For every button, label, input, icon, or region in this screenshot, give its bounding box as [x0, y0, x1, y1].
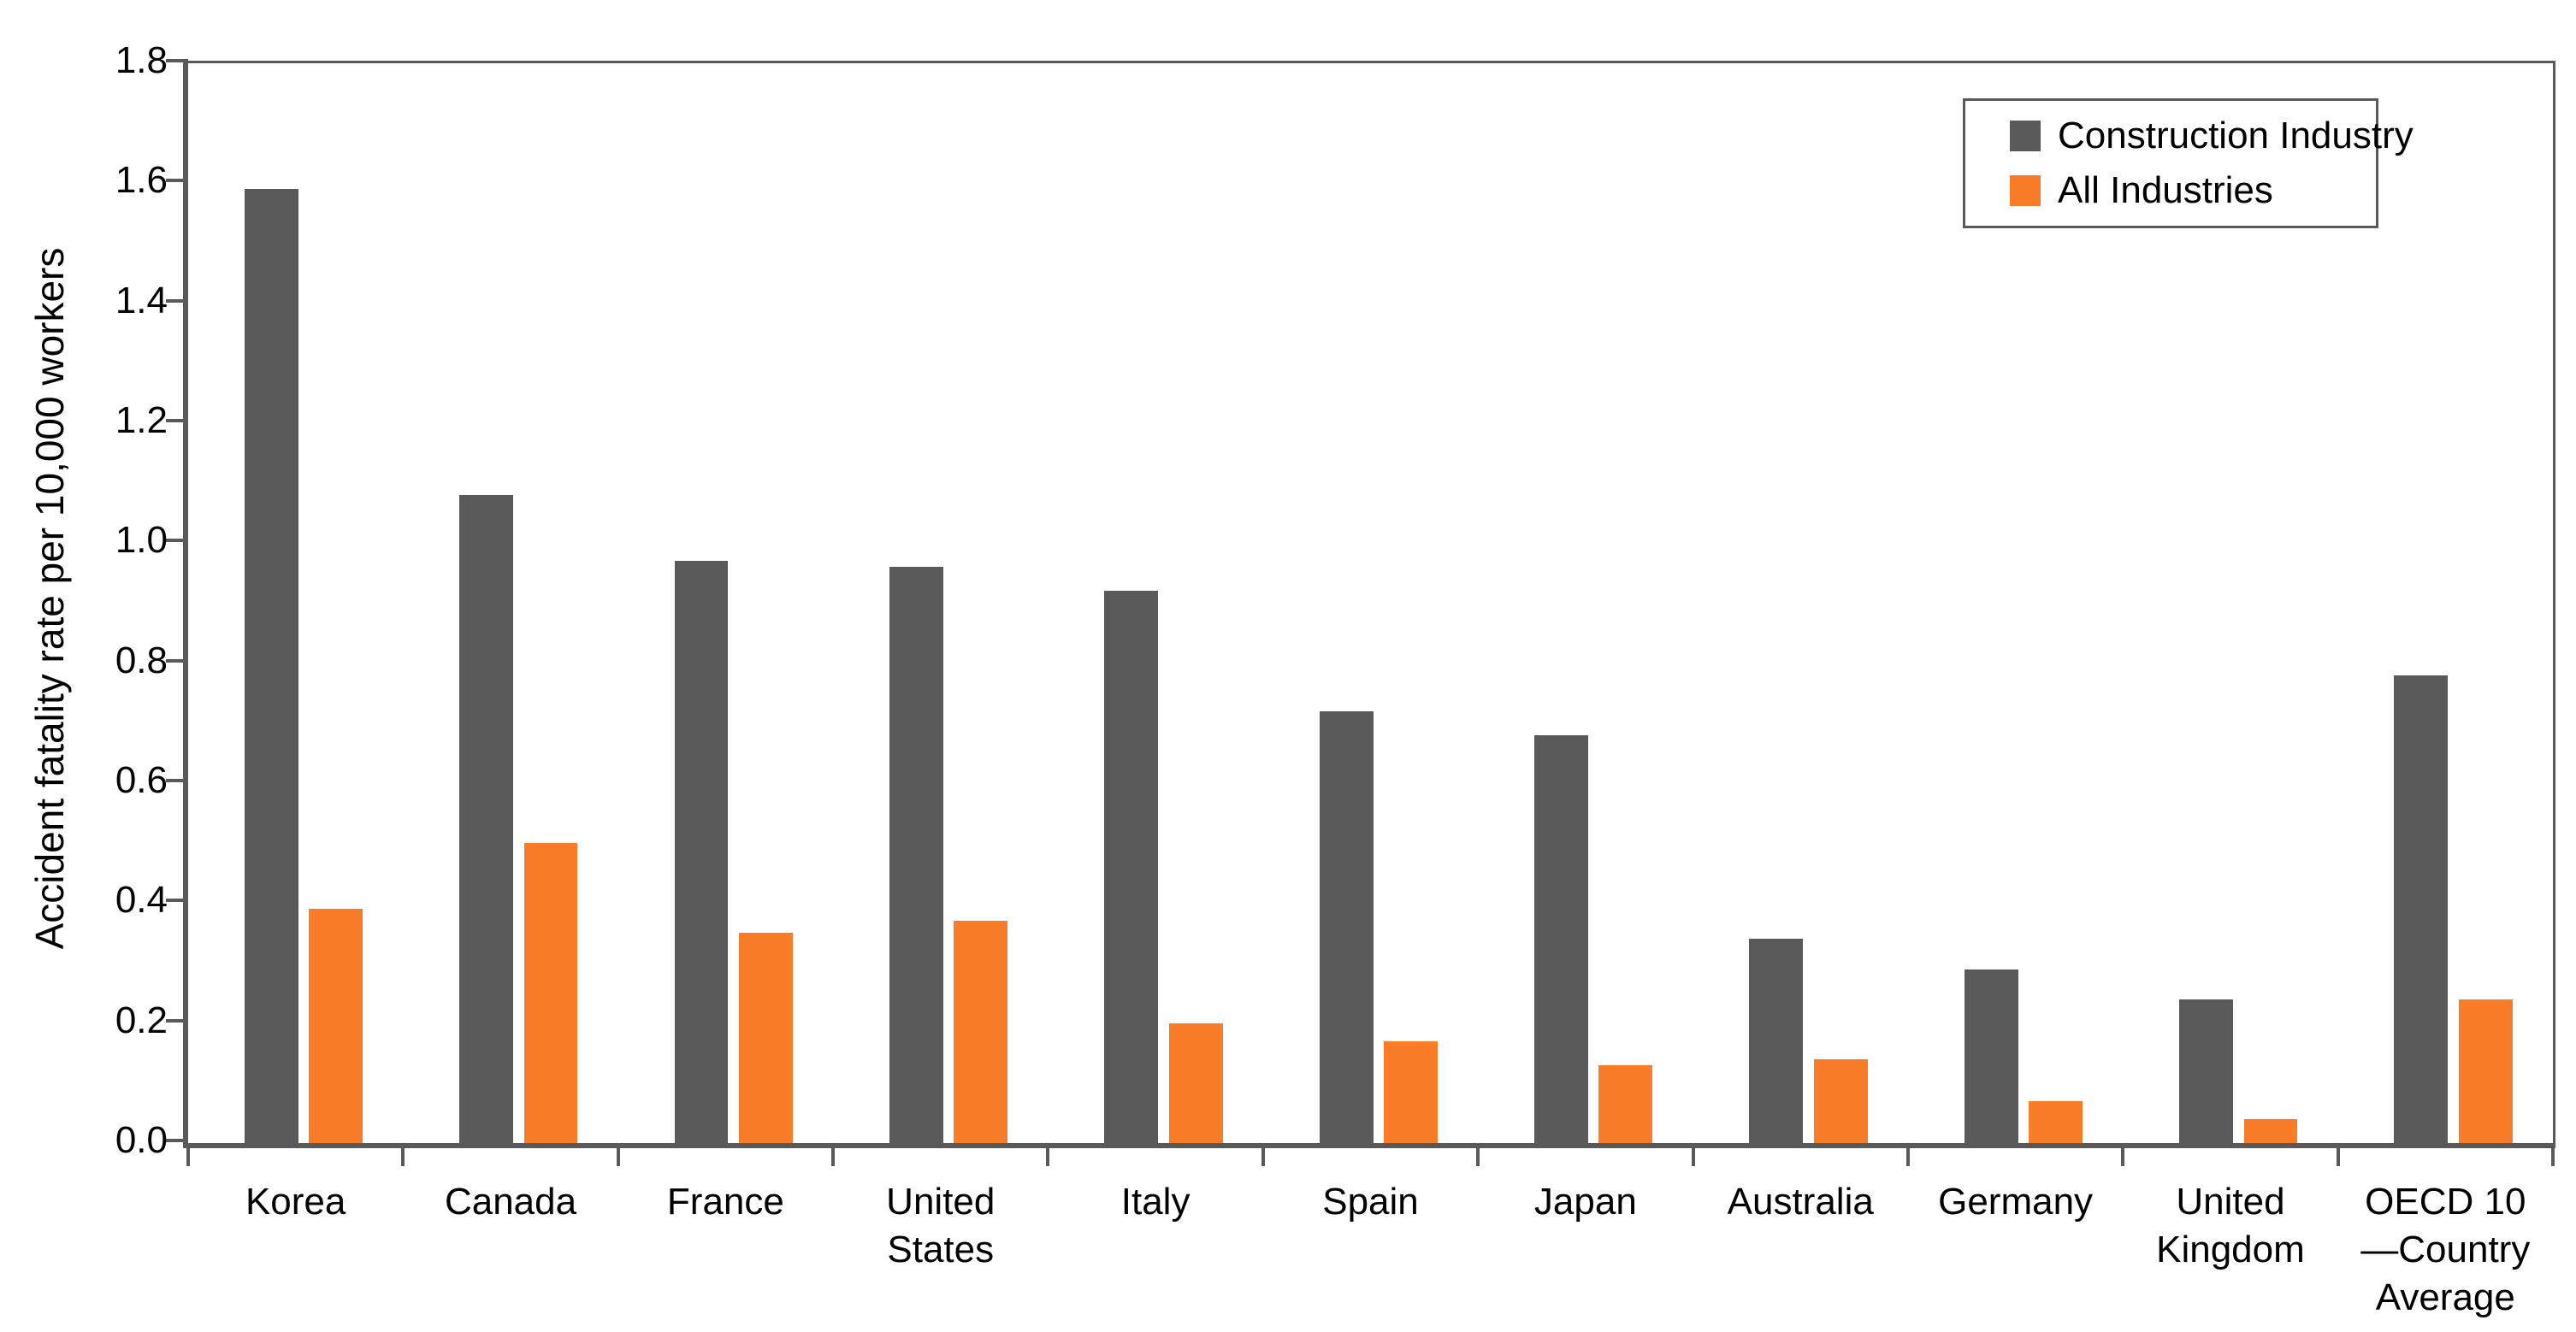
bar-construction-industry-united-states [889, 567, 943, 1143]
legend: Construction Industry All Industries [1963, 98, 2414, 228]
y-axis-tick [166, 419, 188, 422]
x-category-label: Germany [1938, 1181, 2094, 1223]
x-category-label: Japan [1533, 1181, 1637, 1223]
x-axis-tick [831, 1146, 836, 1166]
y-axis-title: Accident fatality rate per 10,000 worker… [27, 247, 72, 950]
legend-item-construction-industry: Construction Industry [2010, 117, 2414, 155]
x-category-label: France [666, 1181, 784, 1223]
bar-construction-industry-japan [1534, 734, 1588, 1143]
x-axis-tick [2121, 1146, 2125, 1166]
y-tick-label: 0.2 [115, 999, 168, 1041]
bar-all-industries-united-states [954, 921, 1008, 1143]
x-axis-tick [1046, 1146, 1050, 1166]
bar-construction-industry-united-kingdom [2179, 999, 2233, 1143]
x-axis-tick [1691, 1146, 1695, 1166]
bar-all-industries-korea [309, 909, 363, 1143]
bar-all-industries-spain [1384, 1040, 1438, 1143]
y-axis-tick [166, 1018, 188, 1023]
bar-construction-industry-italy [1104, 591, 1159, 1143]
legend-swatch-all-industries [2010, 174, 2041, 206]
y-axis-tick [166, 298, 188, 303]
y-axis-tick [166, 59, 188, 62]
legend-label-all-industries: All Industries [2058, 168, 2273, 211]
y-tick-label: 0.8 [115, 639, 168, 681]
x-axis-tick [186, 1146, 190, 1166]
bar-all-industries-australia [1813, 1058, 1868, 1143]
bar-construction-industry-france [674, 561, 729, 1143]
y-axis-tick [166, 179, 188, 183]
y-tick-label: 0.0 [115, 1119, 168, 1161]
x-axis-tick [616, 1146, 620, 1166]
legend-label-construction-industry: Construction Industry [2058, 115, 2414, 157]
plot-area [183, 61, 2555, 1148]
x-category-label: Canada [444, 1181, 577, 1223]
x-axis-tick [1476, 1146, 1480, 1166]
bar-all-industries-italy [1168, 1023, 1223, 1143]
bar-construction-industry-spain [1319, 710, 1374, 1143]
bar-all-industries-france [738, 933, 793, 1143]
x-axis-tick [1905, 1146, 1910, 1166]
y-tick-label: 0.4 [115, 879, 168, 922]
y-tick-label: 0.6 [115, 759, 168, 801]
x-axis-tick [1261, 1146, 1265, 1166]
x-axis-tick [401, 1146, 405, 1166]
x-category-label: Australia [1727, 1181, 1874, 1223]
bar-all-industries-japan [1598, 1064, 1653, 1143]
y-tick-label: 1.8 [115, 39, 168, 81]
y-tick-label: 1.6 [115, 159, 168, 202]
x-axis-tick [2551, 1146, 2555, 1166]
x-category-label: United States [886, 1181, 996, 1270]
legend-swatch-construction-industry [2010, 121, 2041, 152]
bar-all-industries-united-kingdom [2243, 1118, 2298, 1143]
x-category-label: Italy [1120, 1181, 1191, 1223]
x-category-label: Korea [245, 1181, 346, 1223]
bar-construction-industry-korea [244, 189, 298, 1143]
y-axis-tick [166, 539, 188, 543]
bar-construction-industry-germany [1964, 969, 2018, 1143]
y-axis-tick [166, 1139, 188, 1142]
y-tick-label: 1.4 [115, 279, 168, 321]
x-category-label: United Kingdom [2156, 1181, 2305, 1270]
y-axis-tick [166, 658, 188, 663]
bar-all-industries-oecd-10-country-average [2458, 999, 2513, 1143]
x-category-label: Spain [1322, 1181, 1419, 1223]
bar-construction-industry-canada [459, 495, 514, 1143]
bar-construction-industry-australia [1749, 939, 1804, 1143]
y-tick-label: 1.2 [115, 399, 168, 441]
bar-construction-industry-oecd-10-country-average [2394, 675, 2449, 1143]
legend-item-all-industries: All Industries [2010, 168, 2376, 211]
y-axis-tick [166, 899, 188, 903]
bar-all-industries-canada [523, 843, 578, 1143]
x-axis-tick [2336, 1146, 2340, 1166]
x-category-label: OECD 10—Country Average [2360, 1181, 2531, 1318]
y-axis-tick [166, 779, 188, 782]
bar-all-industries-germany [2029, 1100, 2083, 1143]
y-tick-label: 1.0 [115, 519, 168, 562]
